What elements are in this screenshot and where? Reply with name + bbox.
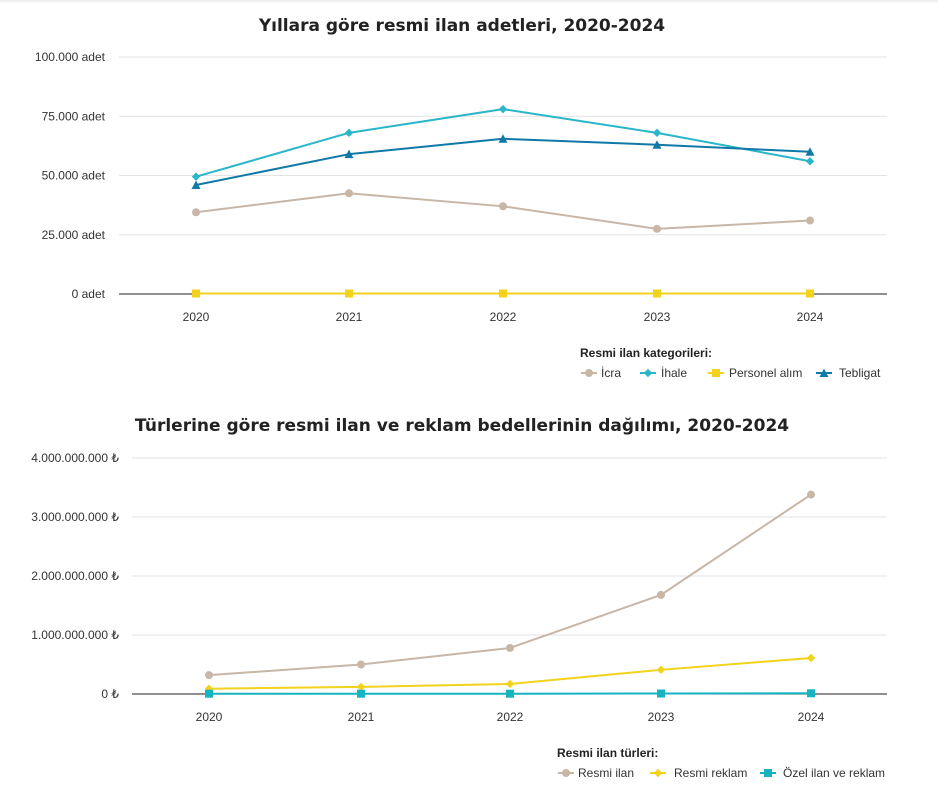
data-point bbox=[506, 689, 514, 698]
data-point bbox=[205, 689, 213, 698]
legend-marker bbox=[819, 368, 829, 377]
x-tick-label: 2024 bbox=[797, 310, 824, 324]
x-tick-label: 2022 bbox=[490, 310, 517, 324]
x-tick-label: 2023 bbox=[644, 310, 671, 324]
legend-marker bbox=[653, 768, 663, 778]
data-point bbox=[653, 289, 661, 298]
legend: Resmi ilan kategorileri: İcra İhale Persone… bbox=[580, 346, 881, 380]
legend-label: İcra bbox=[601, 366, 621, 380]
x-tick-label: 2023 bbox=[648, 710, 675, 724]
legend-label: Personel alım bbox=[729, 366, 802, 380]
data-point bbox=[652, 140, 662, 149]
data-point bbox=[806, 216, 814, 225]
data-point bbox=[807, 490, 815, 499]
y-tick-label: 4.000.000.000 ₺ bbox=[31, 451, 119, 465]
data-point bbox=[499, 202, 507, 211]
legend-label: Tebligat bbox=[839, 366, 881, 380]
chart-title: Türlerine göre resmi ilan ve reklam bede… bbox=[135, 416, 789, 436]
top-border bbox=[0, 0, 938, 4]
legend-label: Resmi reklam bbox=[674, 766, 747, 780]
data-point bbox=[806, 653, 816, 663]
data-point bbox=[657, 689, 665, 698]
data-point bbox=[806, 289, 814, 298]
y-tick-label: 50.000 adet bbox=[42, 169, 106, 183]
x-tick-label: 2020 bbox=[196, 710, 223, 724]
data-point bbox=[191, 172, 201, 181]
x-tick-label: 2022 bbox=[497, 710, 524, 724]
data-point bbox=[505, 679, 515, 689]
data-point bbox=[345, 189, 353, 198]
data-point bbox=[498, 104, 508, 114]
y-tick-label: 75.000 adet bbox=[42, 109, 106, 123]
legend-marker bbox=[712, 369, 720, 377]
chart-1: Yıllara göre resmi ilan adetleri, 2020-2… bbox=[35, 16, 887, 380]
data-point bbox=[191, 180, 201, 189]
data-point bbox=[498, 134, 508, 143]
legend-marker bbox=[562, 769, 570, 777]
data-point bbox=[357, 689, 365, 698]
y-tick-label: 100.000 adet bbox=[35, 50, 106, 64]
x-tick-label: 2021 bbox=[336, 310, 363, 324]
data-point bbox=[652, 128, 662, 138]
y-tick-label: 1.000.000.000 ₺ bbox=[31, 628, 119, 642]
legend-label: İhale bbox=[661, 366, 687, 380]
y-tick-label: 0 adet bbox=[72, 287, 106, 301]
y-tick-label: 25.000 adet bbox=[42, 228, 106, 242]
x-tick-label: 2024 bbox=[798, 710, 825, 724]
data-point bbox=[192, 208, 200, 217]
data-point bbox=[657, 590, 665, 599]
series-line-1 bbox=[195, 192, 811, 230]
data-point bbox=[356, 682, 366, 692]
data-point bbox=[807, 689, 815, 698]
data-point bbox=[205, 671, 213, 680]
legend-marker bbox=[764, 769, 772, 777]
data-point bbox=[344, 128, 354, 138]
data-point bbox=[192, 289, 200, 298]
legend-label: Resmi ilan bbox=[578, 766, 634, 780]
data-point bbox=[506, 643, 514, 652]
data-point bbox=[499, 289, 507, 298]
legend-label: Özel ilan ve reklam bbox=[783, 766, 885, 780]
legend: Resmi ilan türleri: Resmi ilan Resmi rekla… bbox=[557, 746, 885, 780]
legend-title: Resmi ilan kategorileri: bbox=[580, 346, 712, 360]
data-point bbox=[357, 660, 365, 669]
y-tick-label: 3.000.000.000 ₺ bbox=[31, 510, 119, 524]
series-line-4 bbox=[195, 137, 811, 186]
chart-2: Türlerine göre resmi ilan ve reklam bede… bbox=[31, 416, 887, 780]
data-point bbox=[805, 147, 815, 156]
x-tick-label: 2021 bbox=[348, 710, 375, 724]
data-point bbox=[805, 157, 815, 166]
y-tick-label: 0 ₺ bbox=[101, 687, 119, 701]
data-point bbox=[345, 289, 353, 298]
legend-title: Resmi ilan türleri: bbox=[557, 746, 658, 760]
data-point bbox=[204, 684, 214, 693]
legend-marker bbox=[585, 369, 593, 377]
data-point bbox=[344, 149, 354, 159]
data-point bbox=[653, 224, 661, 233]
y-tick-label: 2.000.000.000 ₺ bbox=[31, 569, 119, 583]
chart-title: Yıllara göre resmi ilan adetleri, 2020-2… bbox=[258, 16, 665, 36]
x-tick-label: 2020 bbox=[183, 310, 210, 324]
data-point bbox=[656, 665, 666, 675]
legend-marker bbox=[643, 368, 653, 378]
